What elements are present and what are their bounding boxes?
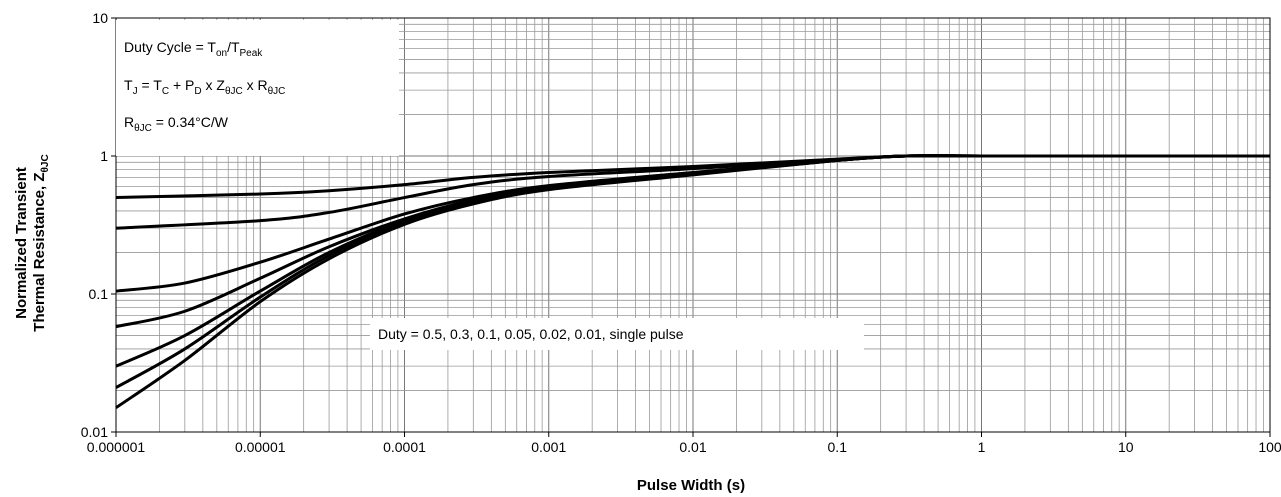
legend-text: Duty = 0.5, 0.3, 0.1, 0.05, 0.02, 0.01, … <box>378 326 684 342</box>
info-box: Duty Cycle = Ton/TPeak TJ = TC + PD x Zθ… <box>116 20 399 156</box>
y-tick-label: 0.1 <box>89 286 109 302</box>
x-tick-label: 0.00001 <box>235 439 286 455</box>
legend-background <box>370 318 864 350</box>
info-box-background <box>116 20 399 156</box>
x-tick-label: 0.1 <box>828 439 848 455</box>
x-tick-label: 10 <box>1118 439 1134 455</box>
y-tick-label: 10 <box>92 10 108 26</box>
rthjc-value: RθJC = 0.34°C/W <box>124 114 229 134</box>
x-axis-title: Pulse Width (s) <box>637 477 745 494</box>
y-axis-title-line1: Normalized Transient <box>13 167 30 319</box>
x-tick-label: 1 <box>978 439 986 455</box>
x-tick-label: 0.000001 <box>87 439 146 455</box>
axis-ticks: 0.000001 0.00001 0.0001 0.001 0.01 0.1 1 10 100 0… <box>81 10 1281 455</box>
x-tick-label: 0.0001 <box>383 439 426 455</box>
series-line-single-pulse <box>115 154 1270 409</box>
legend-box: Duty = 0.5, 0.3, 0.1, 0.05, 0.02, 0.01, … <box>370 318 864 350</box>
duty-cycle-formula: Duty Cycle = Ton/TPeak <box>124 39 263 59</box>
x-tick-label: 0.01 <box>679 439 706 455</box>
y-axis-title: Normalized Transient Thermal Resistance,… <box>13 154 51 331</box>
y-axis-title-line2: Thermal Resistance, ZθJC <box>31 154 51 331</box>
x-tick-label: 0.001 <box>531 439 566 455</box>
series-lines <box>115 154 1270 409</box>
x-tick-label: 100 <box>1258 439 1281 455</box>
y-tick-label: 0.01 <box>81 424 108 440</box>
y-tick-label: 1 <box>100 148 108 164</box>
junction-temp-formula: TJ = TC + PD x ZθJC x RθJC <box>124 77 285 97</box>
